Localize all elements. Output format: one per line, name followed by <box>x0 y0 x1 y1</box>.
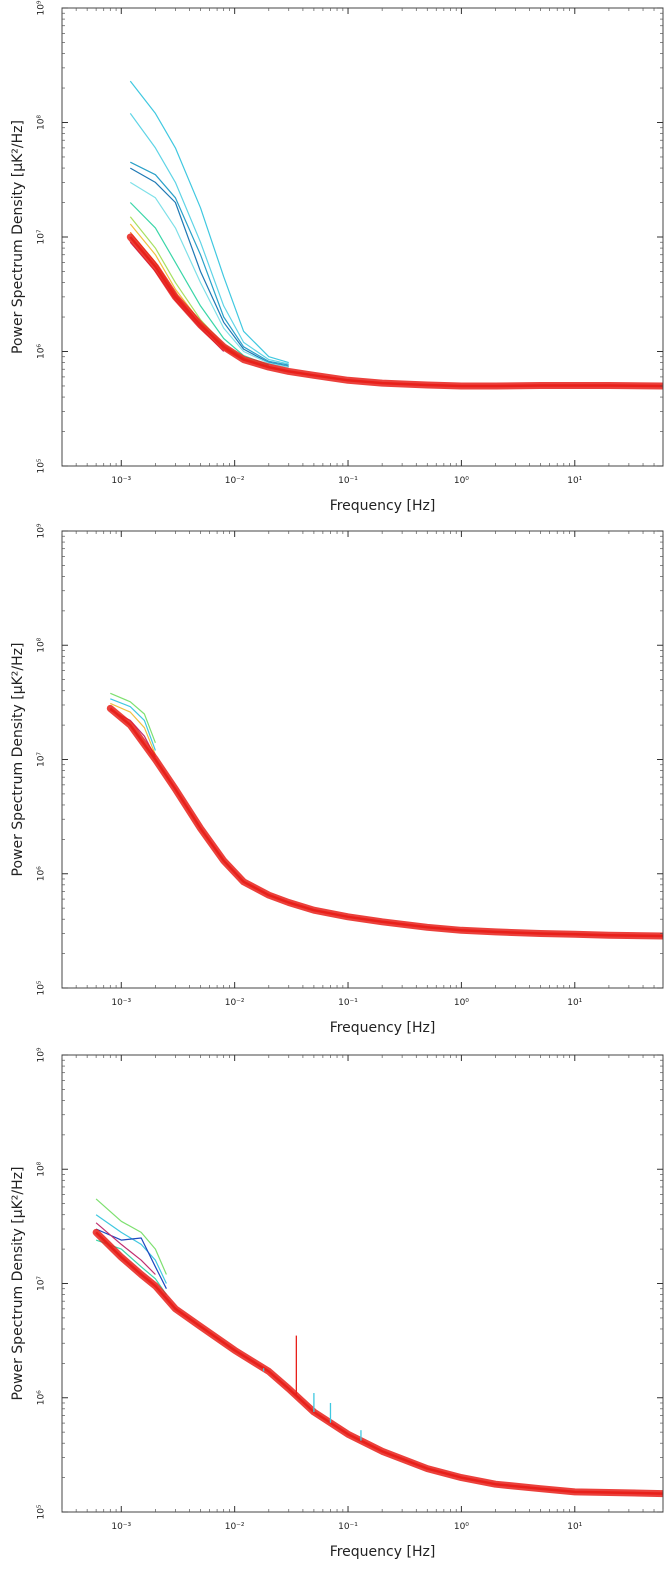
x-tick-label: 10⁻¹ <box>338 998 358 1008</box>
series-line-5 <box>95 1222 156 1275</box>
series-line-4 <box>130 167 289 368</box>
series-line-2 <box>95 1214 167 1284</box>
x-tick-label: 10⁰ <box>454 476 469 486</box>
y-tick-label: 10⁵ <box>37 458 47 473</box>
x-axis-label: Frequency [Hz] <box>330 498 436 514</box>
x-axis-label: Frequency [Hz] <box>330 1544 436 1560</box>
series-group <box>106 692 663 940</box>
x-tick-label: 10⁻³ <box>111 998 131 1008</box>
series-line-1 <box>95 1198 167 1275</box>
plot-frame <box>61 7 664 467</box>
y-tick-label: 10⁹ <box>37 1047 47 1062</box>
x-tick-label: 10¹ <box>567 476 582 486</box>
y-tick-label: 10⁷ <box>37 229 47 244</box>
series-line-3 <box>110 702 156 756</box>
y-tick-label: 10⁷ <box>37 1276 47 1291</box>
y-tick-label: 10⁹ <box>37 523 47 538</box>
psd-panel-1: 10⁻³ 10⁻² 10⁻¹ 10⁰ 10¹ 10⁵ 10⁶ 10⁷ 10⁸ 10⁹ Frequen… <box>10 0 664 514</box>
x-tick-label: 10⁻¹ <box>338 476 358 486</box>
series-band-6 <box>92 1228 663 1498</box>
series-line-5 <box>109 707 663 938</box>
y-tick-label: 10⁶ <box>37 1390 47 1405</box>
y-tick-label: 10⁵ <box>37 980 47 995</box>
x-axis-label: Frequency [Hz] <box>330 1020 436 1036</box>
y-tick-label: 10⁹ <box>37 0 47 15</box>
y-tick-label: 10⁶ <box>37 866 47 881</box>
x-tick-label: 10⁰ <box>454 1522 469 1532</box>
x-tick-label: 10⁰ <box>454 998 469 1008</box>
series-line-11 <box>129 236 663 388</box>
series-line-1 <box>129 80 289 364</box>
x-tick-label: 10¹ <box>567 998 582 1008</box>
y-axis-label: Power Spectrum Density [μK²/Hz] <box>10 643 26 877</box>
x-tick-label: 10¹ <box>567 1522 582 1532</box>
psd-panel-2: 10⁻³ 10⁻² 10⁻¹ 10⁰ 10¹ 10⁵ 10⁶ 10⁷ 10⁸ 10⁹ Frequen… <box>10 523 664 1036</box>
x-tick-label: 10⁻¹ <box>338 1522 358 1532</box>
series-line-2 <box>110 698 156 751</box>
series-line-5 <box>129 181 289 368</box>
series-line-3 <box>130 161 289 366</box>
series-line-6 <box>129 202 270 366</box>
y-axis-label: Power Spectrum Density [μK²/Hz] <box>10 120 26 354</box>
y-tick-label: 10⁶ <box>37 344 47 359</box>
series-group <box>126 80 663 390</box>
series-line-3 <box>95 1228 167 1289</box>
series-line-1 <box>110 692 156 744</box>
series-line-2 <box>129 113 289 365</box>
x-tick-label: 10⁻³ <box>111 1522 131 1532</box>
y-axis-label: Power Spectrum Density [μK²/Hz] <box>10 1167 26 1401</box>
y-tick-label: 10⁷ <box>37 752 47 767</box>
y-tick-label: 10⁵ <box>37 1504 47 1519</box>
x-tick-label: 10⁻³ <box>111 476 131 486</box>
series-line-6 <box>95 1231 663 1495</box>
x-tick-label: 10⁻² <box>225 1522 245 1532</box>
y-tick-label: 10⁸ <box>37 1161 47 1176</box>
series-group <box>92 1198 663 1498</box>
y-tick-label: 10⁸ <box>37 637 47 652</box>
y-tick-label: 10⁸ <box>37 115 47 130</box>
series-band-11 <box>126 233 663 390</box>
x-tick-label: 10⁻² <box>225 476 245 486</box>
x-tick-label: 10⁻² <box>225 998 245 1008</box>
psd-panel-3: 10⁻³ 10⁻² 10⁻¹ 10⁰ 10¹ 10⁵ 10⁶ 10⁷ 10⁸ 10⁹ Frequen… <box>10 1047 664 1560</box>
series-band-5 <box>106 704 663 940</box>
